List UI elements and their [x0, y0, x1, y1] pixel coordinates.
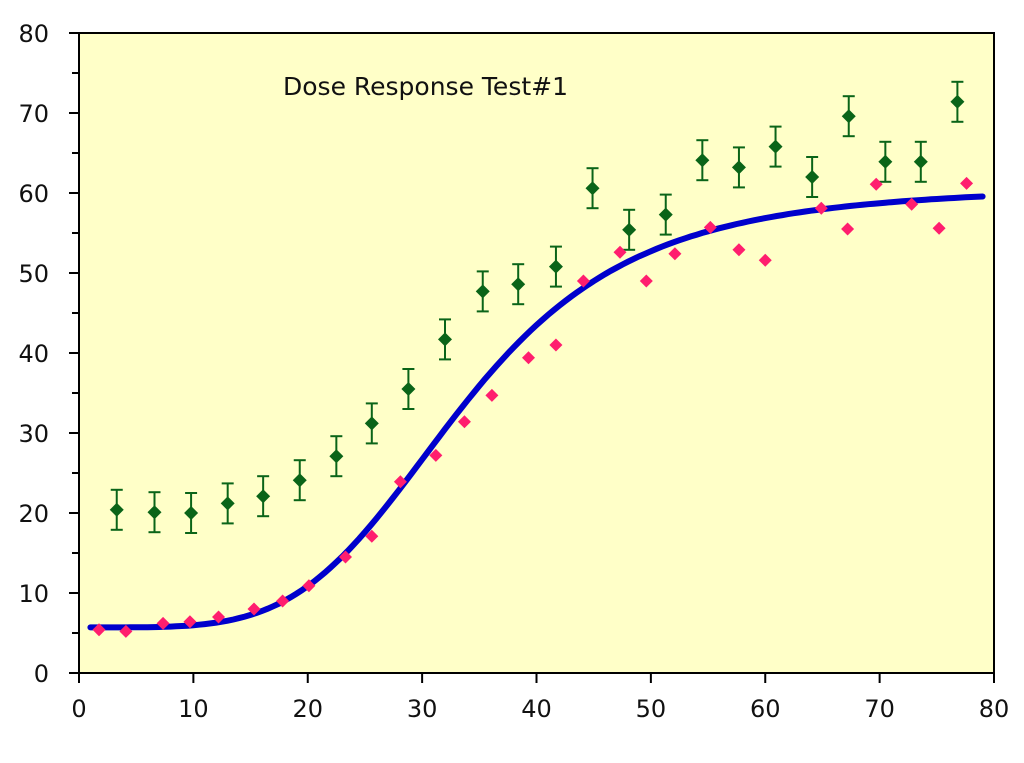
data-point [913, 154, 928, 169]
data-point [905, 197, 919, 211]
data-point [758, 253, 772, 267]
plot-area [78, 32, 995, 674]
data-point [960, 176, 974, 190]
data-point [364, 416, 379, 431]
data-point [338, 550, 352, 564]
x-tick-label: 80 [979, 695, 1010, 723]
x-tick-label: 20 [292, 695, 323, 723]
fit-curve [87, 193, 986, 631]
data-point [658, 207, 673, 222]
data-point [183, 615, 197, 629]
data-point [869, 177, 883, 191]
data-point [549, 338, 563, 352]
data-point [768, 139, 783, 154]
x-tick-label: 10 [178, 695, 209, 723]
x-tick-label: 0 [71, 695, 86, 723]
series-1 [109, 80, 965, 534]
data-point [119, 624, 133, 638]
data-point [521, 351, 535, 365]
y-tick-label: 50 [18, 260, 49, 288]
data-point [805, 170, 820, 184]
data-point [732, 243, 746, 257]
y-tick-label: 40 [18, 340, 49, 368]
data-point [438, 332, 452, 347]
y-tick-label: 20 [18, 500, 49, 528]
data-point [457, 415, 471, 429]
data-point [814, 201, 828, 215]
data-point [731, 160, 746, 175]
data-point [401, 382, 416, 396]
data-point [841, 109, 856, 124]
x-tick-label: 50 [636, 695, 667, 723]
y-tick-label: 10 [18, 580, 49, 608]
data-point [841, 222, 855, 236]
data-point [475, 284, 490, 299]
data-point [429, 448, 443, 462]
data-point [156, 616, 170, 630]
data-point [147, 505, 162, 520]
data-point [585, 181, 600, 196]
chart-title: Dose Response Test#1 [283, 72, 568, 101]
data-point [92, 623, 106, 637]
data-point [184, 506, 199, 520]
data-point [365, 529, 379, 543]
data-point [247, 602, 261, 616]
y-tick-label: 80 [18, 20, 49, 48]
y-tick-label: 60 [18, 180, 49, 208]
series-2 [92, 176, 974, 638]
x-tick-label: 60 [750, 695, 781, 723]
data-point [276, 594, 290, 608]
data-point [548, 259, 563, 274]
data-point [393, 475, 407, 489]
data-point [302, 579, 316, 593]
data-point [613, 245, 627, 259]
data-point [950, 94, 965, 109]
data-point [212, 610, 226, 624]
x-tick-label: 40 [521, 695, 552, 723]
data-point [703, 220, 717, 234]
y-tick-label: 70 [18, 100, 49, 128]
data-point [639, 274, 653, 288]
data-point [329, 449, 344, 464]
data-point [878, 154, 893, 169]
data-point [485, 388, 499, 402]
data-point [695, 153, 710, 168]
data-point [576, 274, 590, 288]
data-point [256, 489, 271, 504]
data-point [511, 277, 526, 292]
data-point [220, 496, 235, 511]
data-point [932, 221, 946, 235]
x-tick-label: 30 [407, 695, 438, 723]
data-point [622, 222, 637, 237]
x-tick-label: 70 [864, 695, 895, 723]
y-tick-label: 0 [34, 660, 49, 688]
data-point [668, 247, 682, 261]
data-point [292, 473, 307, 488]
y-tick-label: 30 [18, 420, 49, 448]
data-point [109, 502, 124, 517]
